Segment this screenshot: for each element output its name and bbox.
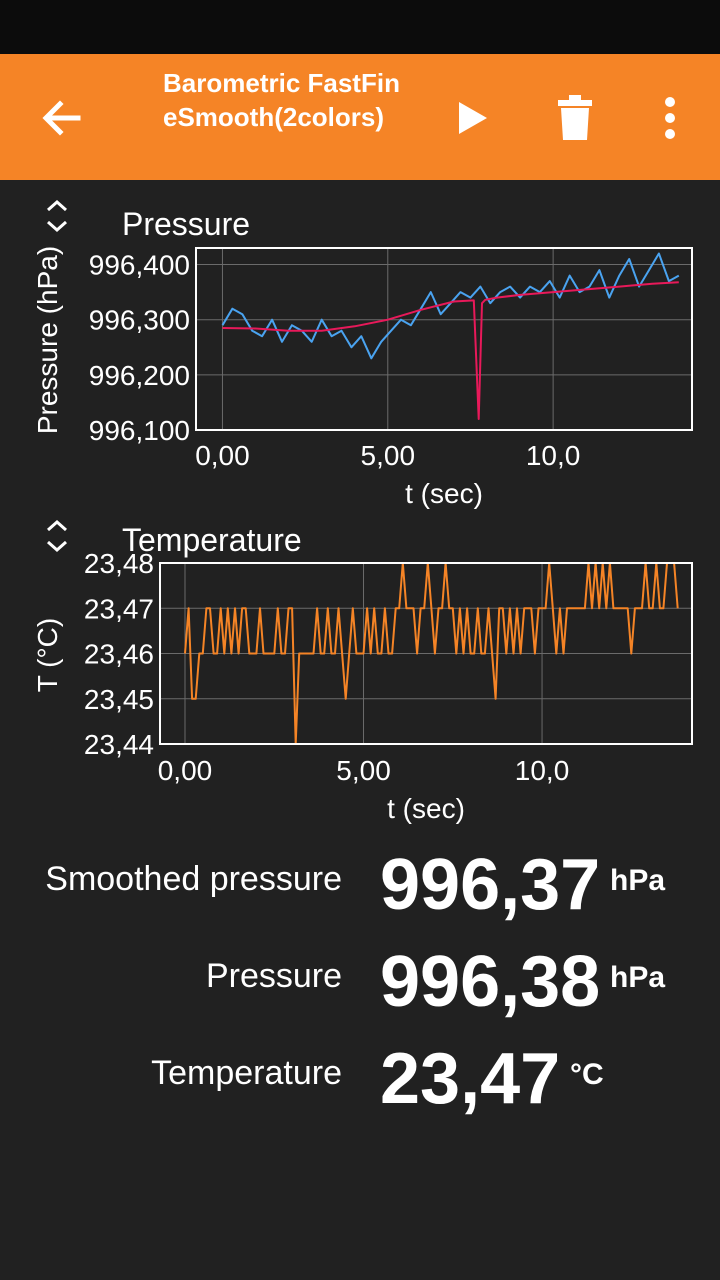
- readout-unit: hPa: [610, 864, 666, 897]
- readout-smoothed-pressure: Smoothed pressure 996,37 hPa: [0, 830, 720, 925]
- readout-pressure: Pressure 996,38 hPa: [0, 927, 720, 1022]
- x-tick-label: 10,0: [526, 440, 581, 471]
- readout-unit: °C: [570, 1058, 604, 1091]
- chevron-up-down-icon[interactable]: [47, 199, 67, 233]
- y-tick-label: 23,44: [84, 729, 154, 760]
- y-axis-label: T (°C): [32, 618, 63, 692]
- y-axis-label: Pressure (hPa): [32, 246, 63, 434]
- y-tick-label: 996,300: [89, 305, 190, 336]
- trash-icon[interactable]: [552, 94, 598, 142]
- x-tick-label: 5,00: [361, 440, 416, 471]
- series-line-1: [222, 281, 679, 420]
- page-title-line-1: Barometric FastFin: [163, 68, 400, 98]
- x-tick-label: 0,00: [195, 440, 250, 471]
- pressure-graph: Pressure 996,100 996,200 996,300 996,400 0,00…: [0, 190, 720, 520]
- chevron-up-down-icon[interactable]: [47, 519, 67, 553]
- page-title-line-2: eSmooth(2colors): [163, 102, 385, 132]
- chart-title: Pressure: [122, 206, 250, 242]
- plot-frame: [159, 562, 693, 745]
- status-bar: [0, 0, 720, 54]
- y-tick-label: 996,100: [89, 415, 190, 446]
- readout-label: Smoothed pressure: [45, 860, 342, 898]
- readout-temperature: Temperature 23,47 °C: [0, 1024, 720, 1119]
- page-title: Barometric FastFin eSmooth(2colors): [163, 66, 423, 134]
- y-tick-label: 23,48: [84, 548, 154, 579]
- x-axis-label: t (sec): [405, 478, 483, 509]
- app-bar: Barometric FastFin eSmooth(2colors): [0, 54, 720, 180]
- x-axis-label: t (sec): [387, 793, 465, 824]
- temperature-chart: Temperature 23,44 23,45 23,46 23,47 23,48 0,00…: [32, 519, 693, 824]
- play-icon[interactable]: [450, 96, 494, 140]
- more-vert-icon[interactable]: [652, 94, 688, 142]
- readout-value: 996,37: [380, 845, 601, 925]
- readout-value: 23,47: [380, 1039, 561, 1119]
- x-tick-label: 5,00: [336, 755, 391, 786]
- x-tick-label: 0,00: [158, 755, 213, 786]
- readout-value: 996,38: [380, 942, 601, 1022]
- readout-label: Temperature: [151, 1054, 342, 1092]
- arrow-left-icon[interactable]: [38, 94, 86, 142]
- temperature-graph: Temperature 23,44 23,45 23,46 23,47 23,48 0,00…: [0, 510, 720, 830]
- readout-label: Pressure: [205, 957, 342, 995]
- y-tick-label: 996,400: [89, 250, 190, 281]
- x-tick-label: 10,0: [515, 755, 570, 786]
- series-line-0: [221, 252, 680, 360]
- chart-title: Temperature: [122, 522, 302, 558]
- y-tick-label: 996,200: [89, 360, 190, 391]
- plot-frame: [195, 247, 693, 431]
- y-tick-label: 23,46: [84, 639, 154, 670]
- y-tick-label: 23,45: [84, 684, 154, 715]
- readout-unit: hPa: [610, 961, 666, 994]
- pressure-chart: Pressure 996,100 996,200 996,300 996,400 0,00…: [32, 199, 693, 509]
- y-tick-label: 23,47: [84, 593, 154, 624]
